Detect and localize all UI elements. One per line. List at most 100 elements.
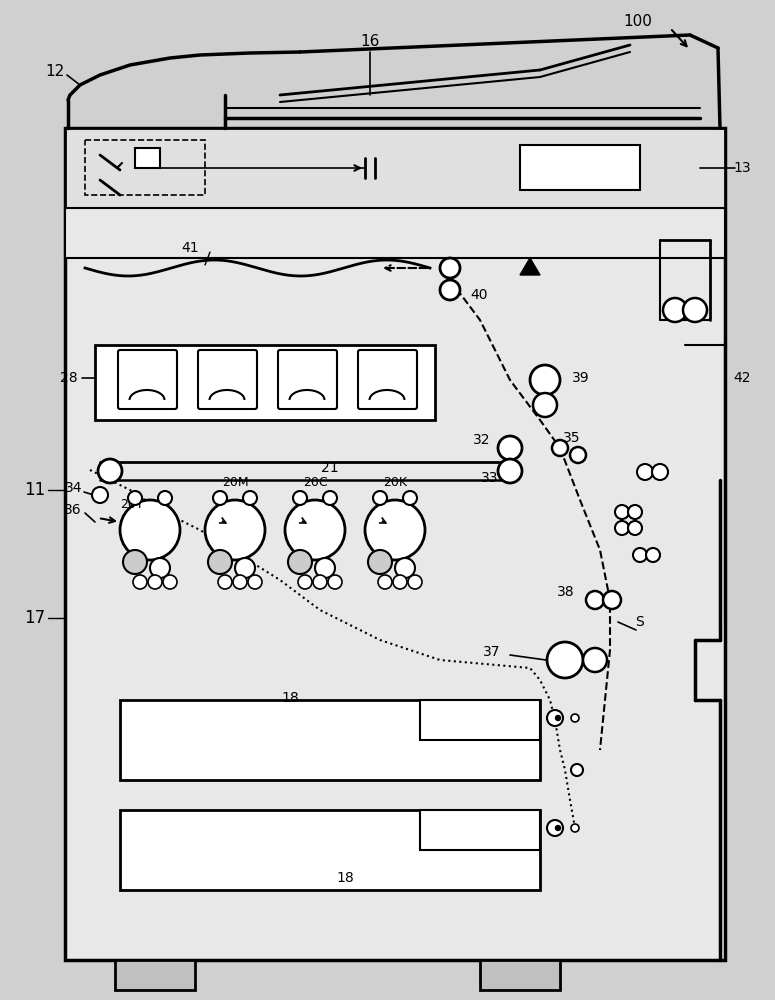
Circle shape	[646, 548, 660, 562]
Circle shape	[365, 500, 425, 560]
Text: 34: 34	[64, 481, 82, 495]
Circle shape	[552, 440, 568, 456]
Circle shape	[571, 714, 579, 722]
Circle shape	[498, 459, 522, 483]
Circle shape	[530, 365, 560, 395]
Circle shape	[498, 436, 522, 460]
Circle shape	[285, 500, 345, 560]
FancyBboxPatch shape	[278, 350, 337, 409]
Circle shape	[313, 575, 327, 589]
Circle shape	[323, 491, 337, 505]
Circle shape	[128, 491, 142, 505]
Circle shape	[586, 591, 604, 609]
Circle shape	[233, 575, 247, 589]
Text: 28K: 28K	[375, 363, 399, 376]
Circle shape	[123, 550, 147, 574]
Circle shape	[570, 447, 586, 463]
Circle shape	[583, 648, 607, 672]
FancyBboxPatch shape	[358, 350, 417, 409]
Circle shape	[150, 558, 170, 578]
Circle shape	[637, 464, 653, 480]
Text: 35: 35	[563, 431, 580, 445]
Circle shape	[208, 550, 232, 574]
Text: 39: 39	[572, 371, 590, 385]
Text: 16: 16	[360, 34, 380, 49]
Circle shape	[395, 558, 415, 578]
Circle shape	[328, 575, 342, 589]
Circle shape	[148, 575, 162, 589]
Text: 37: 37	[483, 645, 500, 659]
Circle shape	[408, 575, 422, 589]
Text: 38: 38	[557, 585, 575, 599]
Circle shape	[440, 280, 460, 300]
Bar	[95, 345, 435, 420]
Circle shape	[628, 521, 642, 535]
Text: 33: 33	[480, 471, 498, 485]
Circle shape	[571, 824, 579, 832]
Circle shape	[393, 575, 407, 589]
Circle shape	[288, 550, 312, 574]
Circle shape	[378, 575, 392, 589]
Circle shape	[628, 505, 642, 519]
Circle shape	[98, 459, 122, 483]
Circle shape	[213, 491, 227, 505]
Text: 20C: 20C	[303, 476, 327, 488]
Text: 20Y: 20Y	[120, 498, 143, 512]
Circle shape	[547, 820, 563, 836]
Text: 28: 28	[60, 371, 78, 385]
Circle shape	[92, 487, 108, 503]
Circle shape	[547, 710, 563, 726]
Text: 42: 42	[733, 371, 751, 385]
Circle shape	[315, 558, 335, 578]
Text: 21: 21	[321, 461, 339, 475]
Circle shape	[293, 491, 307, 505]
Circle shape	[163, 575, 177, 589]
Polygon shape	[520, 258, 540, 275]
Text: 41: 41	[181, 241, 199, 255]
Bar	[65, 208, 725, 258]
Circle shape	[615, 521, 629, 535]
Text: 18: 18	[336, 871, 354, 885]
Circle shape	[652, 464, 668, 480]
Text: 28C: 28C	[294, 363, 319, 376]
Text: 100: 100	[624, 14, 653, 29]
Circle shape	[120, 500, 180, 560]
Bar	[520, 145, 640, 190]
Text: 40: 40	[470, 288, 487, 302]
Bar	[480, 960, 560, 990]
Text: 17: 17	[25, 609, 46, 627]
FancyBboxPatch shape	[198, 350, 257, 409]
Text: 12: 12	[46, 64, 64, 80]
Bar	[135, 148, 160, 168]
Text: 28M: 28M	[214, 363, 240, 376]
Bar	[65, 128, 725, 208]
Text: 32: 32	[473, 433, 490, 447]
Circle shape	[571, 764, 583, 776]
Text: 13: 13	[733, 161, 751, 175]
Bar	[120, 700, 540, 780]
Text: 20K: 20K	[383, 476, 407, 488]
Circle shape	[218, 575, 232, 589]
Bar	[420, 810, 540, 850]
Circle shape	[205, 500, 265, 560]
Bar	[120, 810, 540, 890]
Circle shape	[683, 298, 707, 322]
Bar	[420, 700, 540, 740]
Circle shape	[243, 491, 257, 505]
Circle shape	[235, 558, 255, 578]
Circle shape	[440, 258, 460, 278]
Circle shape	[633, 548, 647, 562]
Circle shape	[133, 575, 147, 589]
Circle shape	[373, 491, 387, 505]
FancyBboxPatch shape	[118, 350, 177, 409]
Circle shape	[158, 491, 172, 505]
Text: 18: 18	[281, 691, 299, 705]
Text: 36: 36	[64, 503, 82, 517]
Circle shape	[556, 716, 560, 720]
Circle shape	[533, 393, 557, 417]
Circle shape	[547, 642, 583, 678]
Circle shape	[403, 491, 417, 505]
Text: 11: 11	[24, 481, 46, 499]
Text: S: S	[636, 615, 644, 629]
Circle shape	[603, 591, 621, 609]
